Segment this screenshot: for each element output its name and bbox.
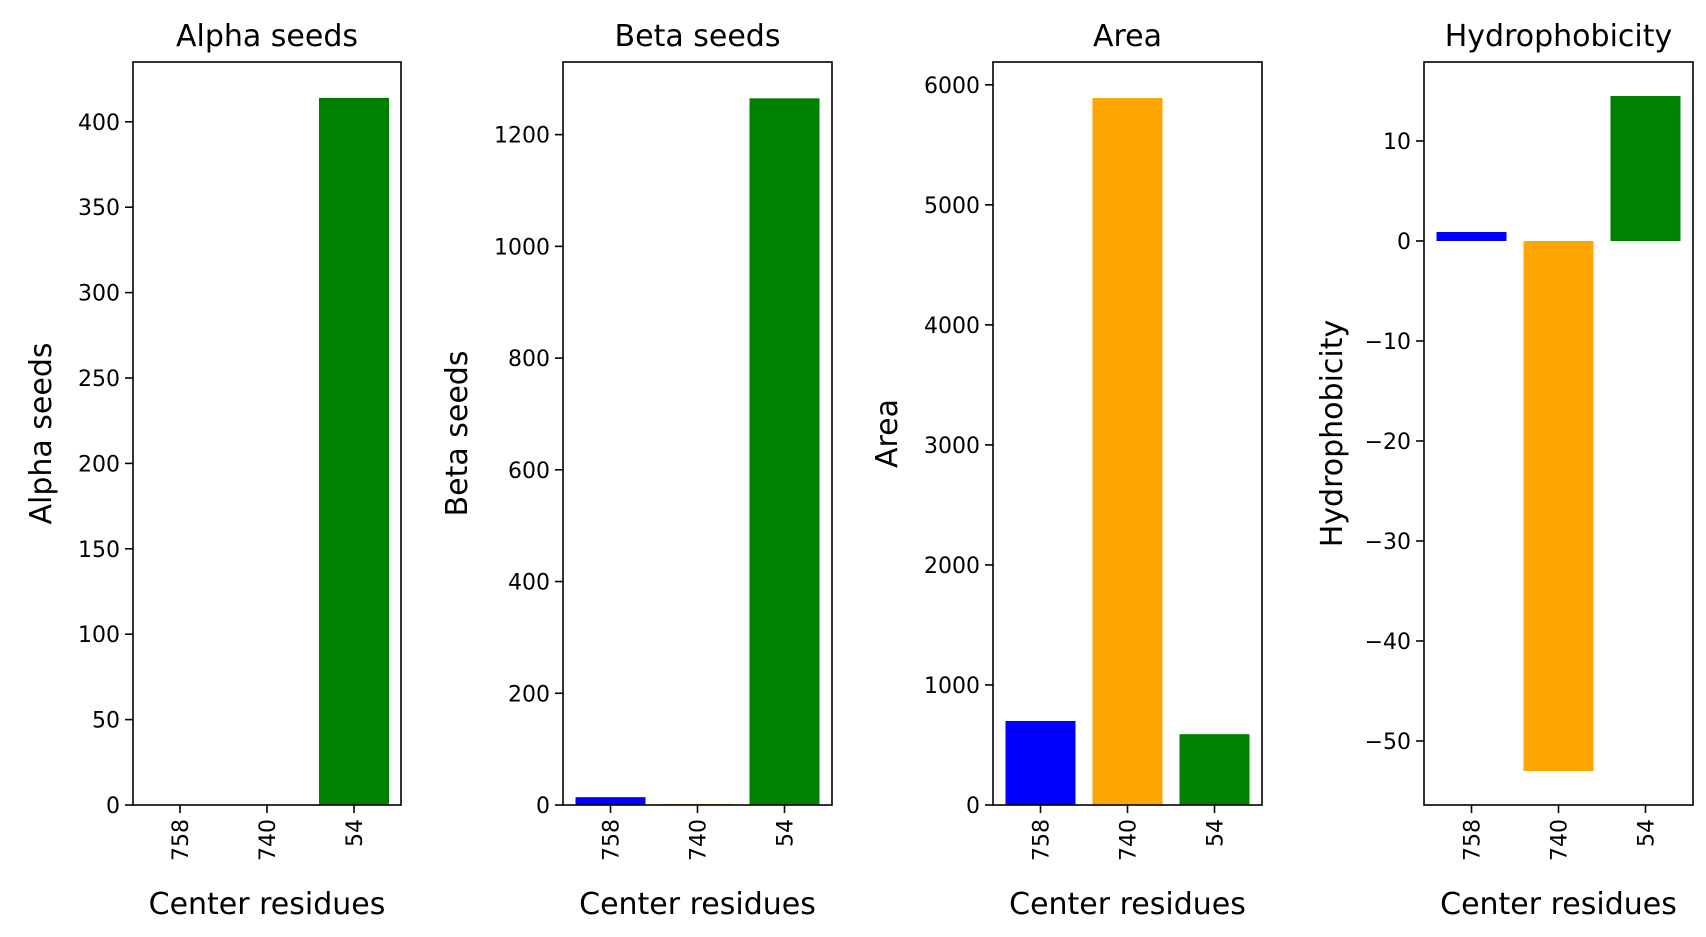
bar-758 (1005, 720, 1076, 805)
y-tick-label: −20 (1365, 430, 1411, 455)
x-tick-label: 54 (774, 819, 799, 847)
x-tick-label: 758 (1030, 819, 1055, 861)
y-tick-label: 100 (78, 623, 120, 648)
y-tick-label: 50 (92, 709, 120, 734)
y-tick-label: 0 (536, 794, 550, 819)
chart-panel-2: 0 200 400 600 800 1000 1200 758 740 54 Beta seeds C… (440, 19, 833, 922)
y-tick-label: −30 (1365, 530, 1411, 555)
x-tick-label: 758 (1461, 819, 1486, 861)
y-tick-label: 800 (508, 347, 550, 372)
y-tick-label: −40 (1365, 630, 1411, 655)
y-tick-label: 250 (78, 367, 120, 392)
y-tick-label: 300 (78, 282, 120, 307)
x-tick-label: 54 (343, 819, 368, 847)
y-tick-label: 10 (1383, 130, 1411, 155)
x-axis-label: Center residues (579, 887, 816, 922)
bar-758 (575, 797, 646, 805)
y-axis-label: Hydrophobicity (1315, 320, 1350, 548)
y-axis-label: Beta seeds (440, 351, 475, 517)
x-tick-label: 758 (600, 819, 625, 861)
bar-740 (1092, 98, 1163, 805)
bar-54 (1610, 96, 1681, 241)
y-tick-label: 1200 (494, 124, 550, 149)
y-tick-label: 5000 (924, 194, 980, 219)
x-axis-label: Center residues (1440, 887, 1677, 922)
y-axis-label: Area (870, 399, 905, 468)
x-tick-label: 54 (1204, 819, 1229, 847)
y-tick-label: 0 (1397, 230, 1411, 255)
y-tick-label: 200 (508, 682, 550, 707)
y-tick-label: 0 (966, 794, 980, 819)
y-tick-label: 4000 (924, 314, 980, 339)
x-tick-label: 758 (169, 819, 194, 861)
y-tick-label: 3000 (924, 434, 980, 459)
chart-title: Alpha seeds (176, 19, 358, 54)
y-tick-label: 2000 (924, 554, 980, 579)
chart-panel-4: −50 −40 −30 −20 −10 0 10 758 740 54 Hydrophobicity… (1315, 19, 1694, 922)
chart-title: Area (1093, 19, 1162, 54)
y-tick-label: 0 (106, 794, 120, 819)
x-tick-label: 740 (687, 819, 712, 861)
bar-54 (1179, 734, 1250, 805)
x-axis-label: Center residues (1009, 887, 1246, 922)
x-tick-label: 740 (1548, 819, 1573, 861)
y-tick-label: 400 (508, 571, 550, 596)
y-tick-label: −10 (1365, 330, 1411, 355)
x-tick-label: 740 (256, 819, 281, 861)
chart-panel-1: 0 50 100 150 200 250 300 350 400 758 740 54 Alpha se… (24, 19, 402, 922)
chart-title: Hydrophobicity (1445, 19, 1673, 54)
y-tick-label: 200 (78, 452, 120, 477)
y-tick-label: 600 (508, 459, 550, 484)
chart-panel-3: 0 1000 2000 3000 4000 5000 6000 758 740 54 Area Cen… (870, 19, 1263, 922)
bar-54 (319, 97, 389, 806)
bar-758 (1436, 232, 1507, 241)
bar-740 (1523, 241, 1594, 771)
y-tick-label: 400 (78, 111, 120, 136)
y-tick-label: 150 (78, 538, 120, 563)
x-tick-label: 740 (1117, 819, 1142, 861)
y-tick-label: 1000 (924, 674, 980, 699)
x-tick-label: 54 (1635, 819, 1660, 847)
y-axis-label: Alpha seeds (24, 342, 59, 524)
bar-54 (749, 98, 820, 806)
y-tick-label: −50 (1365, 730, 1411, 755)
y-tick-label: 6000 (924, 74, 980, 99)
x-axis-label: Center residues (149, 887, 386, 922)
y-tick-label: 1000 (494, 235, 550, 260)
chart-title: Beta seeds (615, 19, 781, 54)
y-tick-label: 350 (78, 196, 120, 221)
